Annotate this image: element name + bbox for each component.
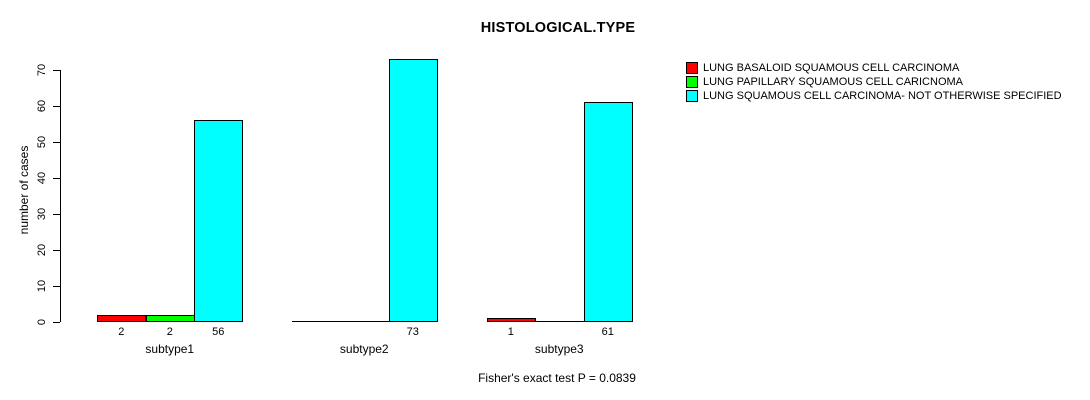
bar-value-label: 2	[118, 326, 125, 338]
y-tick-label: 40	[36, 171, 48, 185]
y-tick	[53, 106, 60, 107]
y-tick	[53, 142, 60, 143]
category-label-subtype1: subtype1	[145, 342, 195, 356]
y-tick	[53, 286, 60, 287]
zero-bar-subtype2-series1	[291, 321, 341, 322]
y-tick-label: 20	[36, 243, 48, 257]
y-tick	[53, 178, 60, 179]
bar-subtype2-series3	[388, 59, 438, 322]
legend-swatch-icon	[686, 62, 698, 74]
bar-value-label: 73	[406, 326, 419, 338]
y-tick-label: 10	[36, 279, 48, 293]
bar-value-label: 2	[166, 326, 173, 338]
y-tick-label: 60	[36, 99, 48, 113]
y-tick-label: 30	[36, 207, 48, 221]
y-tick	[53, 322, 60, 323]
bar-value-label: 61	[601, 326, 614, 338]
legend-swatch-icon	[686, 90, 698, 102]
y-tick	[53, 214, 60, 215]
legend-swatch-icon	[686, 76, 698, 88]
bar-value-label: 56	[212, 326, 225, 338]
legend-item: LUNG PAPILLARY SQUAMOUS CELL CARICNOMA	[686, 75, 1090, 89]
y-axis-line	[60, 70, 61, 322]
legend-label: LUNG PAPILLARY SQUAMOUS CELL CARICNOMA	[703, 76, 963, 88]
y-tick-label: 70	[36, 63, 48, 77]
y-tick	[53, 250, 60, 251]
legend: LUNG BASALOID SQUAMOUS CELL CARCINOMA LUN…	[686, 61, 1090, 103]
category-label-subtype3: subtype3	[534, 342, 584, 356]
zero-bar-subtype3-series2	[535, 321, 584, 322]
chart-title: HISTOLOGICAL.TYPE	[480, 20, 636, 36]
legend-label: LUNG BASALOID SQUAMOUS CELL CARCINOMA	[703, 62, 960, 74]
y-tick	[53, 70, 60, 71]
y-tick-label: 0	[36, 318, 48, 326]
y-tick-label: 50	[36, 135, 48, 149]
bar-subtype3-series1	[486, 318, 536, 322]
legend-item: LUNG BASALOID SQUAMOUS CELL CARCINOMA	[686, 61, 1090, 75]
bar-subtype1-series3	[194, 120, 243, 322]
legend-label: LUNG SQUAMOUS CELL CARCINOMA- NOT OTHERW…	[703, 90, 1062, 102]
legend-item: LUNG SQUAMOUS CELL CARCINOMA- NOT OTHERW…	[686, 89, 1090, 103]
bar-value-label: 1	[507, 326, 514, 338]
zero-bar-subtype2-series2	[340, 321, 389, 322]
footnote: Fisher's exact test P = 0.0839	[478, 371, 636, 385]
category-label-subtype2: subtype2	[339, 342, 389, 356]
bar-subtype3-series3	[583, 102, 633, 322]
bar-subtype1-series2	[145, 315, 195, 322]
bar-subtype1-series1	[97, 315, 146, 322]
